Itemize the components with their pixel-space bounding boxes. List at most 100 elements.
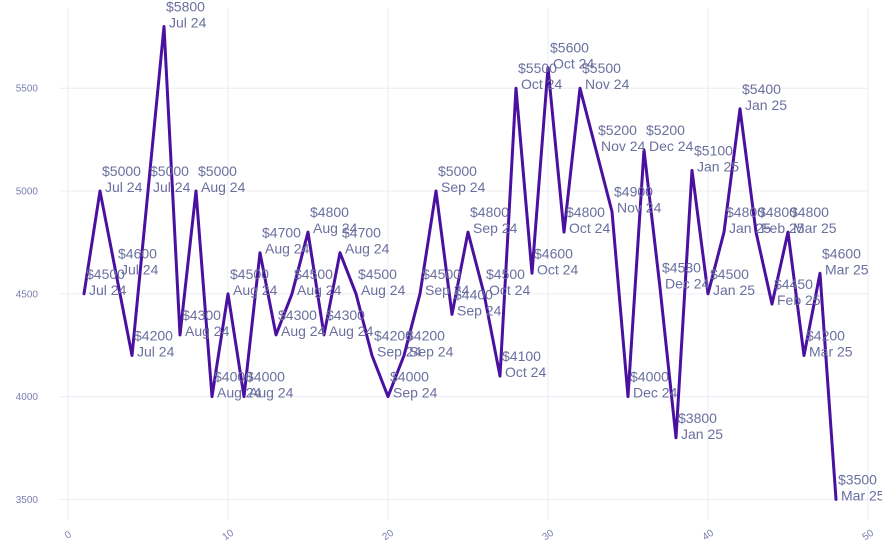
data-label: $4200 Jul 24	[134, 328, 175, 360]
data-label-value: $4200	[406, 328, 445, 344]
data-label-date: Feb 25	[761, 220, 805, 236]
data-label-value: $4100	[502, 348, 541, 364]
data-label: $4530 Dec 24	[662, 260, 710, 292]
y-tick-label: 5500	[16, 84, 39, 95]
y-tick-label: 4500	[16, 289, 39, 300]
data-label: $5000 Jul 24	[102, 163, 143, 195]
data-label-date: Dec 24	[633, 385, 678, 401]
data-label-date: Sep 24	[441, 179, 486, 195]
data-label: $5500 Oct 24	[518, 60, 562, 92]
data-label-date: Sep 24	[457, 302, 502, 318]
data-label-value: $4500	[422, 266, 461, 282]
data-label-value: $4500	[710, 266, 749, 282]
data-label-date: Feb 25	[777, 292, 821, 308]
data-label-value: $5000	[438, 163, 477, 179]
data-label-value: $4700	[262, 225, 301, 241]
data-label: $4300 Aug 24	[326, 307, 374, 339]
data-label-date: Oct 24	[553, 56, 594, 72]
data-label: $3500 Mar 25	[838, 471, 882, 503]
data-label: $4700 Aug 24	[342, 225, 390, 257]
data-label-value: $4530	[662, 260, 701, 276]
data-label: $5000 Sep 24	[438, 163, 486, 195]
data-label-value: $4000	[390, 369, 429, 385]
data-label-date: Jan 25	[729, 220, 771, 236]
data-label-date: Jul 24	[121, 261, 159, 277]
data-label-date: Jul 24	[137, 344, 175, 360]
data-label: $4200 Mar 25	[806, 328, 853, 360]
data-label-date: Sep 24	[409, 344, 454, 360]
data-label-value: $4600	[118, 245, 157, 261]
data-label-value: $4900	[614, 184, 653, 200]
data-label-value: $4800	[566, 204, 605, 220]
data-label-value: $3500	[838, 471, 877, 487]
data-label-date: Aug 24	[201, 179, 246, 195]
data-label-date: Oct 24	[537, 261, 578, 277]
data-label: $5000 Jul 24	[150, 163, 191, 195]
data-label-value: $4800	[758, 204, 797, 220]
data-label: $4500 Jul 24	[86, 266, 127, 298]
data-label-date: Aug 24	[297, 282, 342, 298]
data-label-value: $5600	[550, 40, 589, 56]
y-tick-label: 3500	[16, 495, 39, 506]
data-label-date: Aug 24	[361, 282, 406, 298]
data-label: $4600 Mar 25	[822, 245, 869, 277]
data-label-value: $5500	[518, 60, 557, 76]
data-label-value: $4200	[374, 328, 413, 344]
data-label: $4500 Aug 24	[358, 266, 406, 298]
data-label: $4450 Feb 25	[774, 276, 821, 308]
data-label-date: Oct 24	[489, 282, 530, 298]
y-axis-ticks: 3500 4000 4500 5000 5500	[16, 84, 39, 506]
x-tick-label: 40	[701, 527, 717, 543]
data-label-date: Nov 24	[601, 138, 646, 154]
data-label-value: $4800	[310, 204, 349, 220]
data-label-value: $4200	[134, 328, 173, 344]
data-label-value: $4800	[726, 204, 765, 220]
data-label-date: Sep 24	[393, 385, 438, 401]
data-label-value: $4500	[358, 266, 397, 282]
data-label: $5800 Jul 24	[166, 0, 207, 31]
data-label-value: $4300	[278, 307, 317, 323]
data-label-value: $4800	[790, 204, 829, 220]
data-label: $5200 Nov 24	[598, 122, 646, 154]
data-label-date: Jan 25	[745, 97, 787, 113]
data-label-value: $4000	[246, 369, 285, 385]
x-tick-label: 10	[221, 527, 237, 543]
data-label-date: Oct 24	[505, 364, 546, 380]
data-label: $5600 Oct 24	[550, 40, 594, 72]
data-label: $4800 Jan 25	[726, 204, 771, 236]
x-tick-label: 20	[381, 527, 397, 543]
data-label-value: $4200	[806, 328, 845, 344]
data-label-date: Aug 24	[265, 241, 310, 257]
data-label-date: Aug 24	[345, 241, 390, 257]
data-label-date: Jan 25	[697, 158, 739, 174]
x-axis-ticks: 0 10 20 30 40 50	[63, 527, 877, 543]
data-label: $4900 Nov 24	[614, 184, 662, 216]
data-label-date: Sep 24	[425, 282, 470, 298]
data-label-date: Nov 24	[585, 76, 630, 92]
data-label-date: Aug 24	[313, 220, 358, 236]
data-label-date: Aug 24	[281, 323, 326, 339]
data-label: $4500 Jan 25	[710, 266, 755, 298]
data-label: $4400 Sep 24	[454, 286, 502, 318]
data-label-date: Mar 25	[841, 487, 882, 503]
data-label-value: $5200	[646, 122, 685, 138]
data-label-date: Sep 24	[377, 344, 422, 360]
series-line	[82, 25, 838, 501]
data-label-value: $5500	[582, 60, 621, 76]
data-label-value: $5200	[598, 122, 637, 138]
data-label-value: $4400	[454, 286, 493, 302]
data-label: $4700 Aug 24	[262, 225, 310, 257]
data-label-value: $4500	[230, 266, 269, 282]
data-label: $4200 Sep 24	[374, 328, 422, 360]
data-label: $4500 Sep 24	[422, 266, 470, 298]
data-label-date: Nov 24	[617, 200, 662, 216]
data-label-date: Mar 25	[825, 261, 869, 277]
data-label-date: Jul 24	[153, 179, 191, 195]
data-label: $5500 Nov 24	[582, 60, 630, 92]
data-label-date: Aug 24	[249, 385, 294, 401]
series-layer	[82, 25, 838, 501]
data-label-value: $4600	[534, 245, 573, 261]
data-label-value: $4600	[822, 245, 861, 261]
data-label-date: Jul 24	[169, 15, 207, 31]
data-label-date: Sep 24	[473, 220, 518, 236]
